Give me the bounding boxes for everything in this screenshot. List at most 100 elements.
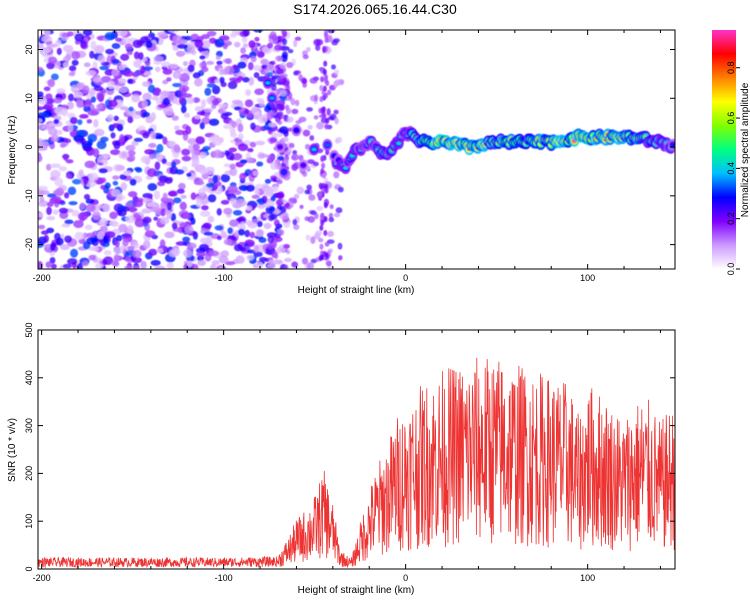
heatmap-cell bbox=[250, 122, 256, 131]
heatmap-cell bbox=[80, 40, 88, 49]
heatmap-cell bbox=[231, 153, 243, 161]
heatmap-cell bbox=[265, 81, 271, 85]
heatmap-cell bbox=[239, 221, 246, 230]
heatmap-cell bbox=[204, 87, 212, 96]
heatmap-cell bbox=[267, 263, 276, 269]
heatmap-cell bbox=[192, 72, 201, 79]
heatmap-cell bbox=[245, 205, 253, 211]
heatmap-cell bbox=[125, 215, 136, 224]
heatmap-cell bbox=[67, 124, 74, 133]
heatmap-cell bbox=[293, 70, 302, 75]
heatmap-cell bbox=[124, 265, 132, 269]
heatmap-cell bbox=[173, 144, 181, 153]
heatmap-cell bbox=[54, 177, 64, 187]
heatmap-cell bbox=[66, 31, 74, 37]
heatmap-cell bbox=[104, 231, 116, 239]
heatmap-cell bbox=[247, 147, 254, 153]
heatmap-cell bbox=[211, 98, 220, 106]
heatmap-cell bbox=[162, 79, 169, 85]
heatmap-cell bbox=[92, 246, 99, 252]
colorbar-ticks: 0.0 0.2 0.4 0.6 0.8 bbox=[726, 61, 740, 275]
heatmap-cell bbox=[274, 44, 283, 51]
heatmap-cell bbox=[318, 191, 323, 198]
heatmap-cell bbox=[192, 263, 199, 269]
heatmap-cell bbox=[173, 197, 182, 204]
heatmap-cell bbox=[53, 97, 63, 104]
heatmap-cell bbox=[220, 173, 231, 183]
heatmap-cell bbox=[279, 90, 288, 97]
heatmap-cell bbox=[71, 209, 80, 217]
heatmap-cell bbox=[175, 50, 185, 57]
colorbar: 0.0 0.2 0.4 0.6 0.8 Normalized spectral ampl… bbox=[712, 30, 750, 275]
heatmap-cell bbox=[204, 166, 215, 175]
heatmap-cell bbox=[252, 64, 262, 72]
heatmap-cell bbox=[293, 39, 298, 48]
heatmap-cell bbox=[263, 222, 272, 230]
heatmap-cell bbox=[229, 198, 237, 205]
heatmap-cell bbox=[50, 163, 61, 169]
heatmap-cell bbox=[208, 118, 220, 126]
heatmap-cell bbox=[212, 139, 223, 146]
heatmap-cell bbox=[254, 36, 260, 42]
heatmap-cell bbox=[245, 89, 251, 97]
heatmap-cell bbox=[281, 136, 289, 143]
heatmap-cell bbox=[85, 203, 96, 212]
heatmap-cell bbox=[204, 253, 212, 262]
heatmap-cell bbox=[311, 147, 317, 152]
heatmap-cell bbox=[168, 94, 175, 102]
heatmap-cell bbox=[268, 205, 276, 213]
heatmap-cell bbox=[315, 44, 321, 51]
heatmap-cell bbox=[107, 80, 115, 90]
heatmap-cell bbox=[237, 133, 244, 140]
heatmap-cell bbox=[324, 32, 329, 39]
heatmap-cell bbox=[85, 180, 97, 188]
snr-y-tick-label: 200 bbox=[24, 466, 34, 481]
heatmap-cell bbox=[142, 216, 152, 224]
heatmap-cell bbox=[223, 66, 229, 75]
heatmap-cell bbox=[283, 257, 292, 263]
heatmap-cell bbox=[141, 81, 152, 87]
heatmap-cell bbox=[266, 71, 273, 78]
heatmap-cell bbox=[320, 155, 325, 162]
heatmap-cell bbox=[61, 108, 69, 117]
heatmap-cell bbox=[79, 114, 89, 119]
heatmap-cell bbox=[133, 212, 140, 219]
heatmap-cell bbox=[298, 74, 303, 82]
heatmap-cell bbox=[175, 129, 185, 136]
heatmap-cell bbox=[80, 138, 86, 145]
heatmap-cell bbox=[267, 235, 274, 244]
heatmap-cell bbox=[46, 201, 54, 207]
heatmap-cell bbox=[202, 222, 212, 230]
snr-x-tick-label: 0 bbox=[403, 573, 408, 583]
heatmap-cell bbox=[209, 264, 217, 269]
heatmap-cell bbox=[183, 112, 191, 118]
heatmap-cell bbox=[318, 254, 323, 261]
heatmap-cell bbox=[279, 229, 285, 236]
heatmap-cell bbox=[255, 140, 266, 146]
heatmap-cell bbox=[256, 220, 263, 228]
spectrogram-x-tick-label: 0 bbox=[403, 273, 408, 283]
heatmap-cell bbox=[123, 70, 134, 77]
heatmap-cell bbox=[177, 39, 188, 45]
heatmap-cell bbox=[260, 58, 269, 65]
heatmap-cell bbox=[144, 230, 156, 238]
heatmap-cell bbox=[58, 207, 69, 214]
heatmap-cell bbox=[143, 71, 152, 76]
heatmap-cell bbox=[167, 190, 177, 197]
heatmap-cell bbox=[110, 132, 116, 139]
heatmap-cell bbox=[264, 187, 274, 196]
heatmap-cell bbox=[116, 234, 123, 242]
heatmap-cell bbox=[125, 144, 136, 152]
heatmap-cell bbox=[241, 36, 248, 43]
heatmap-cell bbox=[44, 102, 54, 110]
heatmap-cell bbox=[179, 222, 187, 228]
heatmap-cell bbox=[38, 66, 44, 72]
heatmap-cell bbox=[110, 189, 121, 197]
heatmap-cell bbox=[180, 105, 187, 114]
heatmap-cell bbox=[306, 261, 314, 269]
heatmap-cell bbox=[73, 220, 84, 228]
heatmap-cell bbox=[112, 180, 119, 186]
heatmap-cell bbox=[182, 236, 191, 243]
heatmap-cell bbox=[153, 190, 161, 200]
heatmap-cell bbox=[150, 130, 156, 140]
